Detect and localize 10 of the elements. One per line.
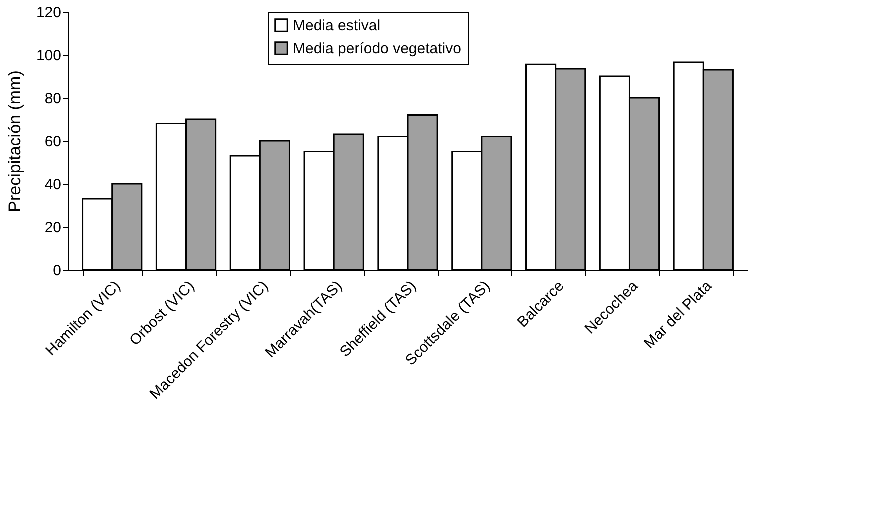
y-tick-label: 120: [36, 4, 62, 22]
legend-label: Media período vegetativo: [293, 40, 462, 58]
y-axis-title: Precipitación (mm): [5, 70, 24, 212]
y-tick-label: 60: [44, 134, 62, 150]
legend-label: Media estival: [293, 18, 381, 34]
y-tick-label: 40: [44, 176, 62, 194]
y-tick-label: 0: [53, 262, 62, 280]
y-tick-label: 20: [44, 220, 62, 236]
y-tick-label: 100: [36, 48, 62, 64]
y-tick-label: 80: [44, 90, 62, 108]
